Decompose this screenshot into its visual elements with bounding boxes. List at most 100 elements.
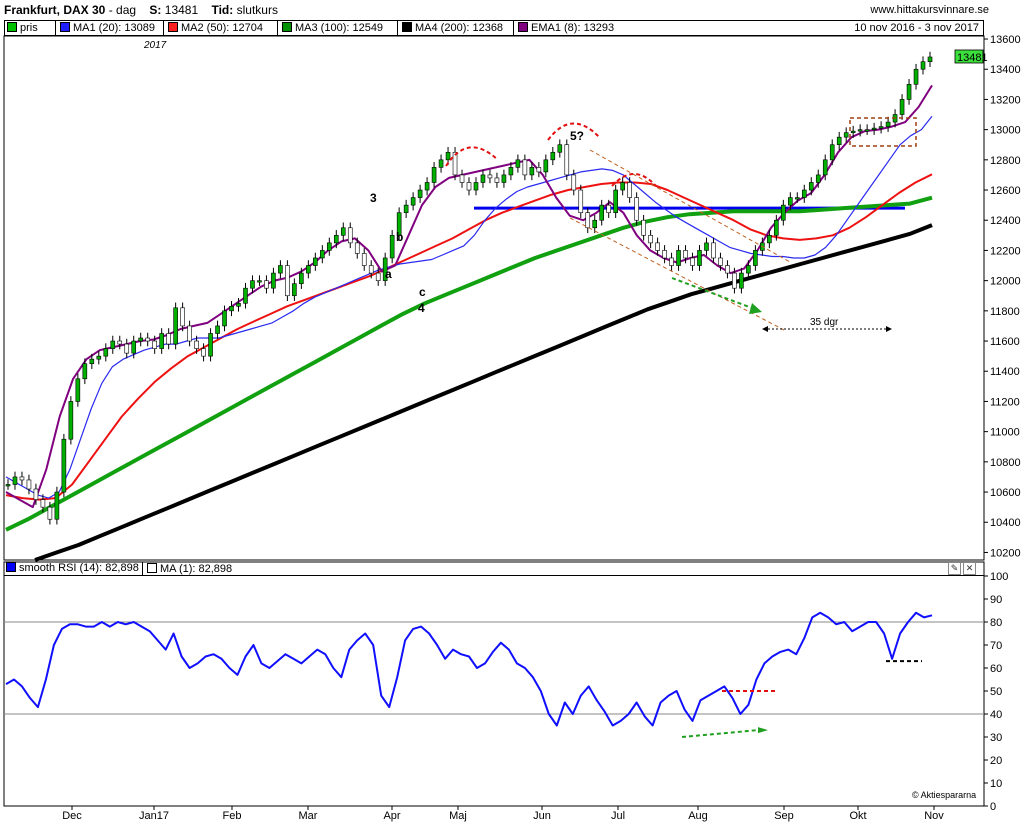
price-candle [557,144,563,153]
price-candle [229,306,234,312]
price-candle [515,159,521,168]
price-candle [47,506,53,520]
price-candle [781,204,786,221]
price-candle [641,219,646,236]
price-candle [68,401,74,440]
wrench-icon[interactable]: ✎ [948,562,961,575]
price-y-tick-label: 10400 [990,517,1021,529]
wave-c-label: c [419,285,426,299]
ma200-line [34,223,933,562]
price-candle [138,337,144,342]
legend-label: MA1 (20): 13089 [73,22,155,34]
price-candle [26,479,32,490]
rsi-y-tick-label: 0 [990,801,996,813]
x-tick-label: Maj [449,810,467,822]
wave-a-label: a [385,267,392,281]
x-tick-label: Aug [688,810,708,822]
price-candle [340,227,346,236]
price-candle [236,302,241,307]
legend-swatch [282,22,292,32]
price-candle [445,151,451,161]
price-y-tick-label: 11800 [990,306,1020,318]
price-y-tick-label: 10800 [990,457,1021,469]
credit-text: © Aktiespararna [912,790,977,800]
price-candle [578,189,584,213]
price-y-tick-label: 11600 [990,336,1020,348]
price-candle [620,182,625,191]
legend-item-ma1: MA1 (20): 13089 [55,21,155,35]
days-arrow-right [886,326,892,332]
price-candle [634,197,639,221]
price-candle [313,257,318,266]
legend-swatch [402,22,412,32]
x-tick-label: Sep [774,810,794,822]
price-candle [732,272,737,289]
rsi-y-tick-label: 100 [990,571,1008,583]
ema8-line [5,84,933,509]
price-candle [61,438,67,493]
price-y-tick-label: 10200 [990,547,1021,559]
price-y-tick-label: 12400 [990,215,1021,227]
price-candle [669,257,674,266]
price-candle [606,204,611,213]
legend-item-ma2: MA2 (50): 12704 [163,21,263,35]
price-candle [836,136,842,146]
price-candle [592,219,598,229]
price-candle [857,129,863,132]
price-candle [438,159,444,168]
period-separator: - [108,3,117,17]
divergence-arrow-price [671,277,753,309]
price-candle [906,84,912,100]
legend-label: EMA1 (8): 13293 [531,22,615,34]
close-icon[interactable]: ✕ [963,562,976,575]
legend-label: MA4 (200): 12368 [415,22,504,34]
price-candle [718,257,723,266]
price-candle [487,174,493,179]
price-candle [5,484,11,487]
price-candle [704,242,709,251]
legend-item-ema1: EMA1 (8): 13293 [513,21,614,35]
price-y-tick-label: 12000 [990,276,1021,288]
price-y-tick-label: 13000 [990,125,1021,137]
price-candle [864,129,870,132]
price-candle [361,253,367,266]
price-tag: 13481 [957,52,988,64]
price-candle [655,242,660,251]
price-candle [774,219,779,236]
price-candle [145,337,150,342]
price-candle [12,476,18,485]
price-candle [389,235,395,259]
price-candle [508,167,514,176]
price-candle [103,348,109,357]
price-y-tick-label: 11400 [990,366,1020,378]
instrument-name: Frankfurt, DAX 30 [4,3,106,17]
site-link[interactable]: www.hittakursvinnare.se [870,4,989,16]
top-arc-may [445,146,499,167]
price-candle [19,476,25,481]
legend-swatch [168,22,178,32]
rsi-y-tick-label: 80 [990,617,1002,629]
price-candle [850,130,856,133]
year-label: 2017 [143,40,167,51]
price-candle [257,280,262,283]
price-candle [431,167,437,183]
rsi-arrow-head [758,727,768,734]
price-candle [271,272,276,289]
x-tick-label: Apr [383,810,400,822]
price-candle [222,310,227,327]
x-tick-label: Jul [611,810,625,822]
price-tag-box [954,49,984,64]
rsi-y-tick-label: 30 [990,732,1002,744]
price-candle [543,159,549,173]
x-tick-label: Okt [849,810,866,822]
price-candle [89,358,95,364]
legend-swatch [60,22,70,32]
price-candle [697,250,702,266]
x-tick-label: Jun [533,810,551,822]
legend-swatch [6,562,16,572]
legend-label: MA (1): 82,898 [160,563,233,575]
price-candle [131,340,137,354]
price-y-tick-label: 13600 [990,34,1021,46]
price-candle [54,491,60,520]
price-candle [33,488,39,500]
